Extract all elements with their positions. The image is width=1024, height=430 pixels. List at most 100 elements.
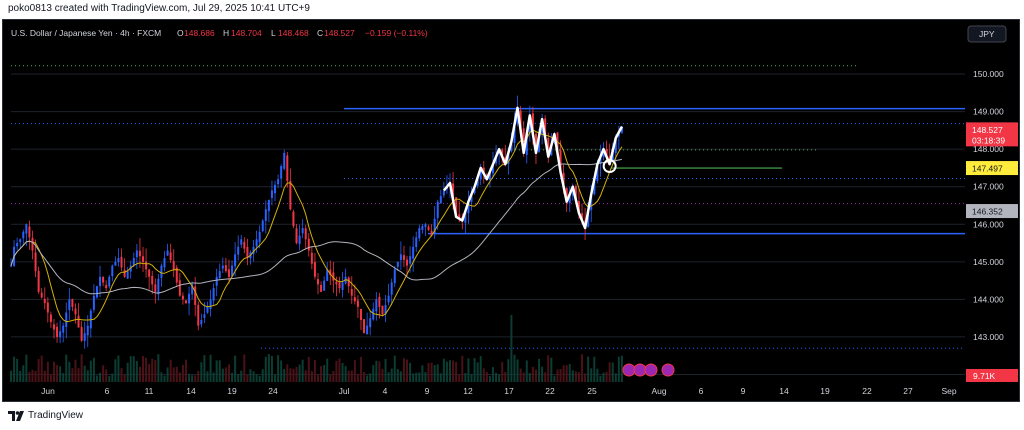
volume-bar [495,372,498,382]
event-icons[interactable] [622,363,675,377]
volume-bar [510,314,513,382]
candle [488,171,491,180]
legend-symbol: U.S. Dollar / Japanese Yen · 4h · FXCM [11,28,161,38]
volume-bar [234,355,237,382]
candle [310,252,313,264]
volume-bar [310,371,313,382]
candle [270,190,273,198]
candle [568,194,571,204]
volume-bar [83,365,86,382]
time-tick-label: 22 [862,386,872,396]
candle [467,201,470,214]
volume-bar [614,373,617,382]
candle [56,326,59,337]
volume-bar [277,355,280,382]
chart-frame: 150.000 149.000 148.000 147.000 146.000 145.0… [2,19,1020,402]
volume-bar [286,364,289,382]
candle [424,224,427,228]
time-tick-label: 6 [105,386,110,396]
candle [31,237,34,251]
volume-bar [620,355,623,382]
volume-bar [568,364,571,382]
volume-bar [145,357,148,382]
candle [135,250,138,258]
volume-bar [363,371,366,382]
candle [286,155,289,182]
candle [258,231,261,243]
candle [614,137,617,154]
volume-bar [25,354,28,382]
candle [132,258,135,266]
candle [528,115,531,133]
price-badge [966,204,1018,219]
candles [10,95,623,349]
volume-bar [86,370,89,382]
candle [46,302,49,313]
volume-bar [295,366,298,382]
candle [163,258,166,268]
candle [304,228,307,240]
volume-bar [249,369,252,382]
currency-button[interactable]: JPY [967,25,1007,43]
candle [34,252,37,272]
volume-bar [409,362,412,382]
time-tick-label: 6 [699,386,704,396]
volume-bar [114,359,117,382]
chart-credit: poko0813 created with TradingView.com, J… [8,3,310,14]
volume-bar [49,374,52,382]
candle [442,190,445,196]
candle [482,167,485,174]
candle [347,277,350,287]
candle [40,292,43,298]
volume-bar [329,374,332,382]
volume-bar [538,358,541,382]
volume-bar [111,373,114,382]
candle [231,265,234,277]
volume-bar [544,372,547,382]
candle [52,324,55,330]
volume-bar [194,375,197,382]
candle [138,250,141,257]
candle [129,265,132,272]
volume-bar [102,365,105,382]
volume-bar [215,360,218,382]
candle [406,259,409,266]
volume-bar [571,370,574,382]
volume-bar [89,360,92,382]
candle [562,172,565,187]
volume-bar [166,367,169,382]
volume-bar [292,368,295,382]
volume-bar [390,368,393,382]
candle [301,228,304,234]
volume-bar [52,361,55,382]
volume-bar [95,375,98,382]
price-tick-label: 150.000 [973,69,1004,79]
volume-bar [261,369,264,382]
candle [25,224,28,234]
volume-bar [13,356,16,382]
volume-bar [120,368,123,382]
volume-bar [344,366,347,382]
candle [326,269,329,281]
candle [178,280,181,296]
candle [221,265,224,269]
slow-moving-average [10,158,622,295]
volume-bar [188,373,191,382]
volume-bar [482,368,485,382]
zigzag-line [442,106,623,230]
candle [145,261,148,270]
price-badge [966,122,1018,147]
candle [243,241,246,249]
volume-bar [68,361,71,382]
tradingview-logo[interactable]: TradingView [8,410,83,421]
volume-bar [433,364,436,382]
volume-bar [461,355,464,382]
volume-bar [326,358,329,382]
volume-bar [283,368,286,382]
price-chart[interactable]: 150.000 149.000 148.000 147.000 146.000 145.0… [3,20,1019,401]
volume-bar [366,375,369,382]
candle [209,299,212,309]
price-tick-label: 148.000 [973,144,1004,154]
volume-bar [534,369,537,382]
